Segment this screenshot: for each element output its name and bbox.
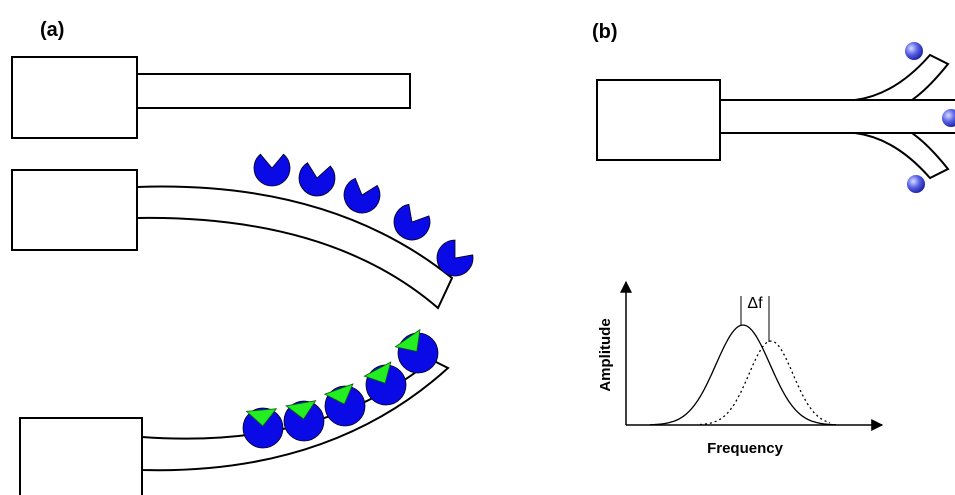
receptor <box>393 203 431 241</box>
analyte <box>363 361 392 384</box>
receptor <box>343 177 381 214</box>
analyte <box>323 383 354 405</box>
particle <box>907 175 925 193</box>
cantilever-base <box>596 79 721 161</box>
particle <box>905 42 923 60</box>
panel-label: (a) <box>40 19 64 41</box>
receptor <box>436 239 474 277</box>
analyte <box>245 408 278 427</box>
analyte <box>285 400 317 420</box>
delta-label: Δf <box>747 295 763 312</box>
cantilever-bent-down <box>136 185 454 310</box>
receptor <box>298 162 336 197</box>
panel-label: (b) <box>592 21 618 43</box>
cantilever-base <box>11 169 138 251</box>
receptor <box>242 407 284 449</box>
cantilever-beam <box>719 99 955 134</box>
y-axis-label: Amplitude <box>597 318 614 391</box>
resonance-curve <box>650 324 836 426</box>
cantilever-base <box>19 417 143 495</box>
particle <box>942 109 955 127</box>
analyte <box>394 328 421 352</box>
receptor <box>253 153 291 187</box>
cantilever-base <box>11 56 138 139</box>
cantilever-straight <box>136 73 411 109</box>
receptors <box>242 153 474 449</box>
x-axis-label: Frequency <box>707 440 784 457</box>
